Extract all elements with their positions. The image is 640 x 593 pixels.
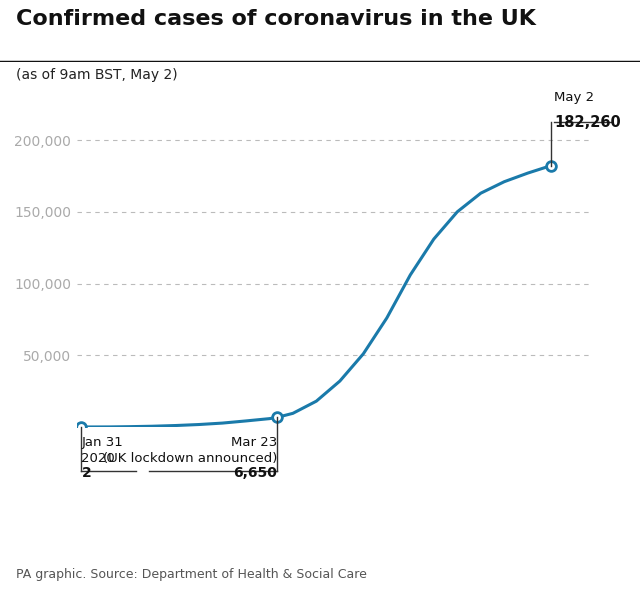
Text: 182,260: 182,260 — [554, 115, 621, 130]
Text: (as of 9am BST, May 2): (as of 9am BST, May 2) — [16, 68, 178, 82]
Text: May 2: May 2 — [554, 91, 595, 104]
Text: PA graphic. Source: Department of Health & Social Care: PA graphic. Source: Department of Health… — [16, 568, 367, 581]
Text: Confirmed cases of coronavirus in the UK: Confirmed cases of coronavirus in the UK — [16, 9, 536, 29]
Text: 6,650: 6,650 — [233, 466, 277, 480]
Text: Mar 23
(UK lockdown announced): Mar 23 (UK lockdown announced) — [102, 436, 277, 465]
Text: Jan 31
2020: Jan 31 2020 — [81, 436, 124, 465]
Text: 2: 2 — [81, 466, 92, 480]
